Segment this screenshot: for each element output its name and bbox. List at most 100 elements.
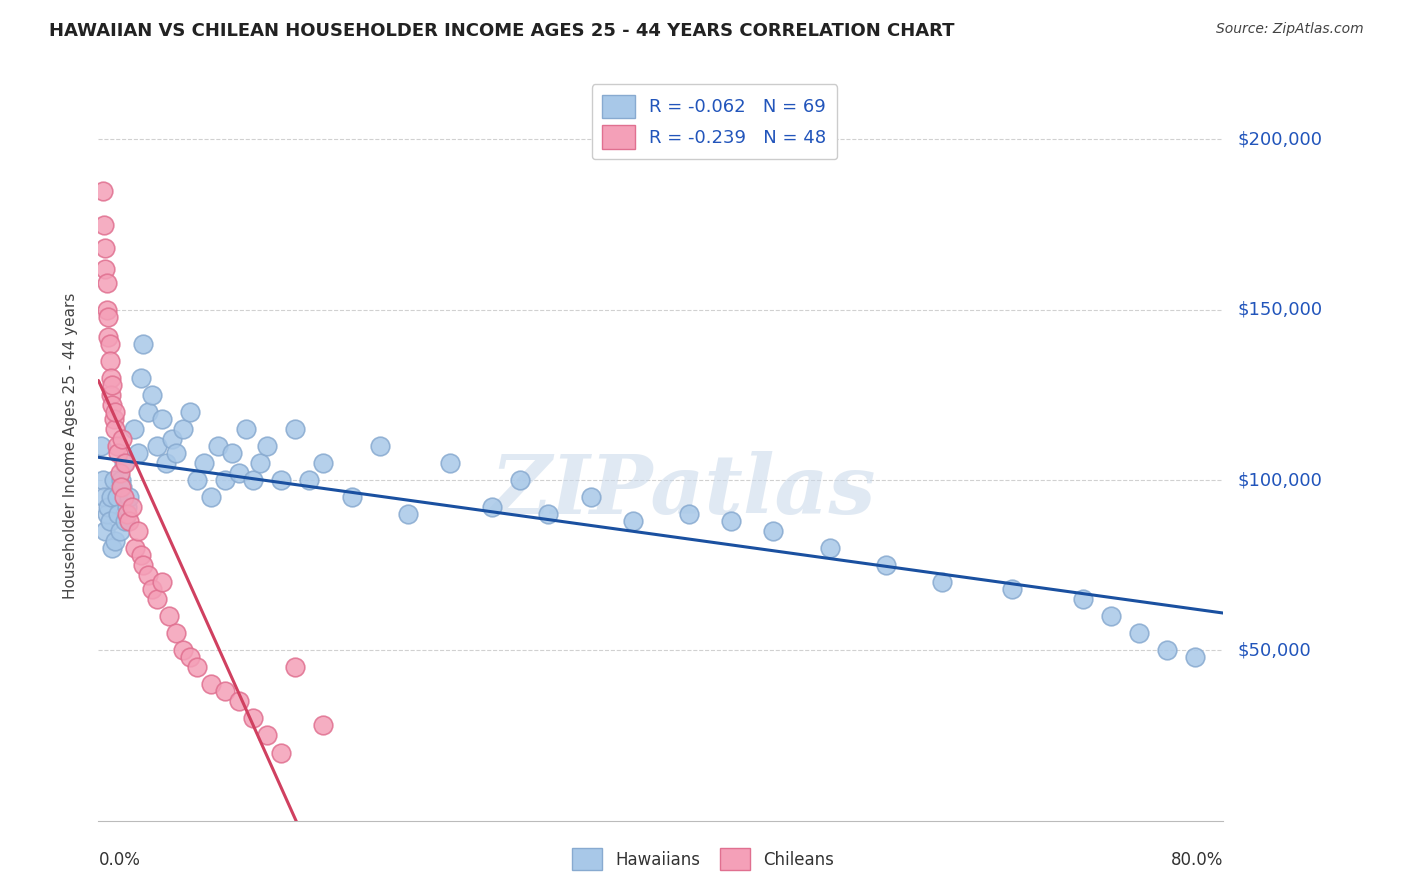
Point — [103, 411, 125, 425]
Point — [118, 490, 141, 504]
Point — [111, 432, 134, 446]
Point — [115, 500, 138, 515]
Point — [931, 575, 953, 590]
Point — [214, 473, 236, 487]
Point — [1071, 592, 1094, 607]
Point — [97, 330, 120, 344]
Point — [172, 422, 194, 436]
Point — [249, 456, 271, 470]
Point — [97, 310, 120, 324]
Point — [132, 558, 155, 573]
Point — [112, 490, 135, 504]
Point — [186, 473, 208, 487]
Point — [150, 575, 173, 590]
Point — [104, 405, 127, 419]
Text: HAWAIIAN VS CHILEAN HOUSEHOLDER INCOME AGES 25 - 44 YEARS CORRELATION CHART: HAWAIIAN VS CHILEAN HOUSEHOLDER INCOME A… — [49, 22, 955, 40]
Point — [242, 711, 264, 725]
Point — [214, 684, 236, 698]
Point — [228, 467, 250, 481]
Point — [136, 405, 159, 419]
Point — [107, 507, 129, 521]
Point — [200, 490, 222, 504]
Point — [127, 446, 149, 460]
Point — [256, 729, 278, 743]
Point — [122, 422, 145, 436]
Point — [100, 490, 122, 504]
Point — [94, 524, 117, 538]
Point — [179, 650, 201, 665]
Point — [270, 746, 292, 760]
Point — [762, 524, 785, 538]
Point — [132, 336, 155, 351]
Text: $50,000: $50,000 — [1237, 641, 1310, 659]
Point — [1099, 609, 1122, 624]
Point — [97, 500, 120, 515]
Point — [242, 473, 264, 487]
Point — [818, 541, 841, 556]
Point — [1184, 650, 1206, 665]
Point — [94, 261, 117, 276]
Point — [509, 473, 531, 487]
Point — [114, 514, 136, 528]
Point — [439, 456, 461, 470]
Point — [98, 336, 121, 351]
Point — [90, 439, 112, 453]
Point — [103, 473, 125, 487]
Point — [115, 507, 138, 521]
Legend: R = -0.062   N = 69, R = -0.239   N = 48: R = -0.062 N = 69, R = -0.239 N = 48 — [592, 84, 838, 160]
Point — [875, 558, 897, 573]
Point — [96, 276, 118, 290]
Text: $150,000: $150,000 — [1237, 301, 1322, 318]
Point — [94, 242, 117, 256]
Point — [207, 439, 229, 453]
Point — [160, 432, 183, 446]
Point — [340, 490, 363, 504]
Point — [111, 480, 134, 494]
Point — [579, 490, 602, 504]
Point — [481, 500, 503, 515]
Point — [101, 541, 124, 556]
Point — [141, 388, 163, 402]
Point — [155, 456, 177, 470]
Text: $200,000: $200,000 — [1237, 130, 1322, 148]
Text: $100,000: $100,000 — [1237, 471, 1322, 489]
Point — [105, 490, 128, 504]
Point — [124, 541, 146, 556]
Point — [284, 660, 307, 674]
Point — [200, 677, 222, 691]
Point — [1156, 643, 1178, 657]
Point — [114, 456, 136, 470]
Text: 0.0%: 0.0% — [98, 851, 141, 869]
Point — [228, 694, 250, 708]
Point — [157, 609, 180, 624]
Point — [107, 446, 129, 460]
Point — [312, 718, 335, 732]
Point — [368, 439, 391, 453]
Point — [98, 514, 121, 528]
Point — [193, 456, 215, 470]
Point — [121, 500, 143, 515]
Point — [165, 446, 187, 460]
Point — [298, 473, 321, 487]
Point — [235, 422, 257, 436]
Point — [127, 524, 149, 538]
Point — [104, 534, 127, 549]
Point — [105, 439, 128, 453]
Point — [100, 371, 122, 385]
Point — [93, 218, 115, 232]
Point — [101, 377, 124, 392]
Y-axis label: Householder Income Ages 25 - 44 years: Householder Income Ages 25 - 44 years — [63, 293, 77, 599]
Point — [136, 568, 159, 582]
Point — [221, 446, 243, 460]
Point — [141, 582, 163, 596]
Point — [104, 422, 127, 436]
Text: ZIPatlas: ZIPatlas — [491, 451, 876, 531]
Point — [146, 439, 169, 453]
Point — [150, 411, 173, 425]
Point — [720, 514, 742, 528]
Point — [396, 507, 419, 521]
Point — [172, 643, 194, 657]
Point — [96, 302, 118, 317]
Point — [678, 507, 700, 521]
Point — [284, 422, 307, 436]
